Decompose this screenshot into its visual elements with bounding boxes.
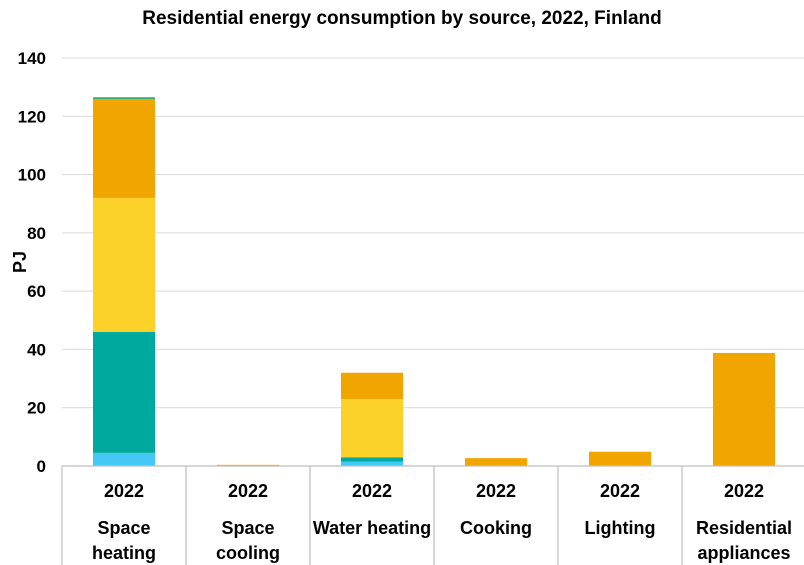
bar-segment <box>589 451 651 466</box>
x-axis-labels: 2022 Space heating 2022 Space cooling 2022 Wate… <box>92 481 792 563</box>
bar-segment <box>341 372 403 399</box>
bar-segment <box>341 461 403 466</box>
grid <box>62 57 804 409</box>
x-category-label: heating <box>92 543 156 563</box>
bar-segment <box>93 98 155 198</box>
bar-segment <box>713 352 775 466</box>
x-category-label: Cooking <box>460 518 532 538</box>
chart-title: Residential energy consumption by source… <box>142 8 661 29</box>
bar-segment <box>93 331 155 453</box>
x-year-label: 2022 <box>724 481 764 501</box>
bar-segment <box>341 457 403 462</box>
y-axis-label: PJ <box>10 251 30 273</box>
x-category-label: Space <box>97 518 150 538</box>
bar-segment <box>93 97 155 99</box>
y-tick-label: 100 <box>18 166 46 185</box>
x-year-label: 2022 <box>104 481 144 501</box>
x-category-label: Lighting <box>585 518 656 538</box>
y-tick-label: 80 <box>27 224 46 243</box>
bar-segment <box>465 458 527 466</box>
x-category-label: Space <box>221 518 274 538</box>
x-year-label: 2022 <box>228 481 268 501</box>
x-category-label: Water heating <box>313 518 431 538</box>
x-year-label: 2022 <box>600 481 640 501</box>
x-category-label: appliances <box>697 543 790 563</box>
y-tick-label: 140 <box>18 49 46 68</box>
bar-segment <box>341 398 403 458</box>
y-tick-label: 0 <box>37 457 46 476</box>
y-tick-label: 40 <box>27 340 46 359</box>
bars <box>93 97 775 466</box>
bar-segment <box>93 452 155 466</box>
x-category-label: Residential <box>696 518 792 538</box>
x-year-label: 2022 <box>352 481 392 501</box>
bar-segment <box>93 197 155 332</box>
y-tick-label: 120 <box>18 107 46 126</box>
x-category-label: cooling <box>216 543 280 563</box>
x-year-label: 2022 <box>476 481 516 501</box>
y-tick-label: 60 <box>27 282 46 301</box>
y-axis-ticks: 0 20 40 60 80 100 120 140 <box>18 49 46 476</box>
x-axis <box>61 465 804 565</box>
y-tick-label: 20 <box>27 399 46 418</box>
